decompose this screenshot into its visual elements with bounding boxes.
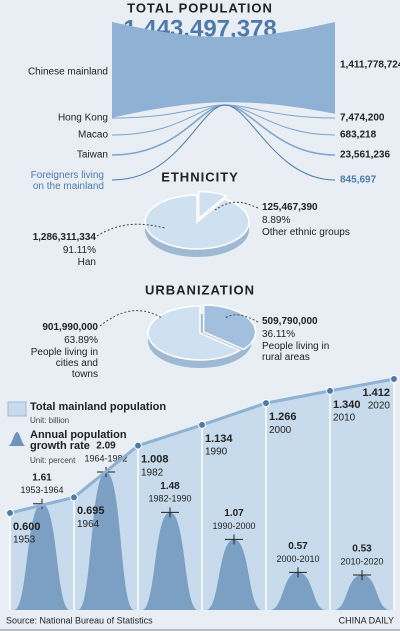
section-title: ETHNICITY bbox=[161, 169, 239, 184]
growth-label: 1.07 bbox=[224, 508, 244, 519]
value-label: 845,697 bbox=[340, 175, 377, 186]
population-dot bbox=[134, 441, 142, 450]
population-label: 0.600 bbox=[13, 521, 41, 533]
value-label: 23,561,236 bbox=[340, 150, 390, 161]
year-label: 1982 bbox=[141, 467, 164, 478]
count-label: 901,990,000 bbox=[42, 322, 98, 333]
period-label: 1953-1964 bbox=[20, 485, 63, 495]
population-dot bbox=[70, 493, 78, 502]
leader bbox=[214, 201, 259, 211]
year-label: 2000 bbox=[269, 425, 292, 436]
population-label: 0.695 bbox=[77, 505, 105, 517]
legend-unit: Unit: percent bbox=[30, 456, 76, 465]
population-label: 1.008 bbox=[141, 454, 169, 466]
growth-mound bbox=[78, 472, 134, 610]
year-label: 2020 bbox=[368, 401, 391, 412]
population-label: 1.412 bbox=[362, 387, 390, 399]
percent-label: 36.11% bbox=[262, 329, 296, 340]
category-label: Chinese mainland bbox=[28, 67, 108, 78]
value-label: 1,411,778,724 bbox=[340, 60, 400, 71]
category-label: Han bbox=[77, 257, 96, 268]
leader bbox=[99, 310, 163, 327]
growth-mound bbox=[206, 539, 262, 610]
growth-mound bbox=[334, 575, 390, 610]
count-label: 509,790,000 bbox=[262, 316, 318, 327]
growth-label: 2.09 bbox=[96, 441, 116, 452]
legend-mound bbox=[8, 432, 26, 446]
legend-unit: Unit: billion bbox=[30, 416, 70, 425]
category-label: Taiwan bbox=[77, 150, 108, 161]
growth-label: 1.48 bbox=[160, 481, 180, 492]
growth-label: 1.61 bbox=[32, 472, 52, 483]
population-dot bbox=[390, 375, 398, 384]
population-dot bbox=[262, 399, 270, 408]
category-label: Macao bbox=[78, 130, 108, 141]
population-dot bbox=[198, 420, 206, 429]
credit: CHINA DAILY bbox=[339, 615, 394, 625]
legend-label: Annual population growth rate bbox=[30, 429, 127, 452]
population-label: 1.266 bbox=[269, 411, 297, 423]
period-label: 2000-2010 bbox=[276, 554, 319, 564]
source: Source: National Bureau of Statistics bbox=[6, 615, 153, 625]
growth-label: 0.53 bbox=[352, 544, 372, 555]
growth-label: 0.57 bbox=[288, 541, 308, 552]
period-label: 1982-1990 bbox=[148, 494, 191, 504]
period-label: 2010-2020 bbox=[340, 556, 383, 566]
category-label: Foreigners living on the mainland bbox=[30, 170, 104, 192]
year-label: 1953 bbox=[13, 535, 36, 546]
year-label: 1990 bbox=[205, 447, 228, 458]
population-label: 1.340 bbox=[333, 399, 361, 411]
pie-slice bbox=[144, 194, 250, 250]
flow-band bbox=[112, 22, 335, 118]
category-label: Hong Kong bbox=[58, 113, 108, 124]
percent-label: 63.89% bbox=[64, 335, 98, 346]
population-dot bbox=[326, 386, 334, 395]
population-label: 1.134 bbox=[205, 433, 233, 445]
growth-mound bbox=[270, 572, 326, 610]
flow-line bbox=[111, 104, 336, 156]
period-label: 1990-2000 bbox=[212, 521, 255, 531]
legend-swatch bbox=[7, 401, 27, 417]
pie-slice bbox=[147, 305, 242, 361]
population-dot bbox=[6, 509, 14, 517]
section-title: URBANIZATION bbox=[145, 282, 255, 297]
category-label: People living in rural areas bbox=[262, 341, 330, 363]
value-label: 7,474,200 bbox=[340, 113, 385, 124]
percent-label: 91.11% bbox=[62, 245, 96, 256]
growth-mound bbox=[14, 503, 70, 610]
pie-slice bbox=[197, 190, 228, 221]
count-label: 1,286,311,334 bbox=[32, 232, 96, 243]
value-label: 683,218 bbox=[340, 130, 377, 141]
growth-mound bbox=[142, 512, 198, 610]
category-label: People living in cities and towns bbox=[30, 347, 98, 380]
year-label: 2010 bbox=[333, 413, 356, 424]
category-label: Other ethnic groups bbox=[262, 227, 350, 238]
percent-label: 8.89% bbox=[262, 215, 291, 226]
count-label: 125,467,390 bbox=[262, 202, 318, 213]
year-label: 1964 bbox=[77, 519, 100, 530]
legend-label: Total mainland population bbox=[30, 401, 167, 413]
flow-line bbox=[111, 104, 336, 181]
title: TOTAL POPULATION bbox=[127, 0, 273, 15]
leader bbox=[224, 314, 259, 323]
period-label: 1964-1982 bbox=[84, 453, 127, 463]
